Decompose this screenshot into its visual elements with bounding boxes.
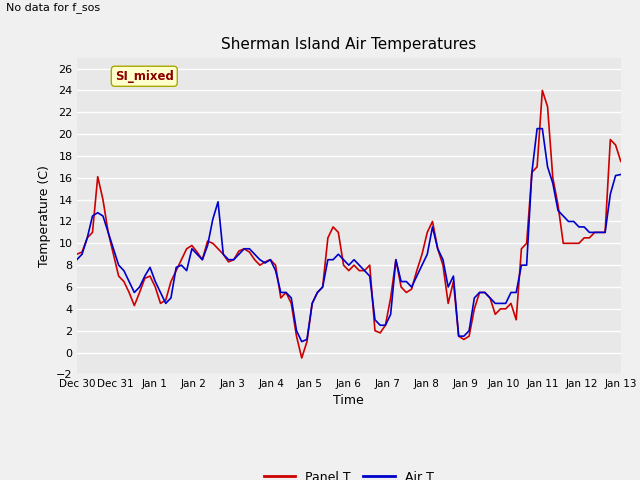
Text: SI_mixed: SI_mixed <box>115 70 173 83</box>
Y-axis label: Temperature (C): Temperature (C) <box>38 165 51 267</box>
Legend: Panel T, Air T: Panel T, Air T <box>259 466 438 480</box>
Text: No data for f_sos: No data for f_sos <box>6 2 100 13</box>
Title: Sherman Island Air Temperatures: Sherman Island Air Temperatures <box>221 37 476 52</box>
X-axis label: Time: Time <box>333 394 364 407</box>
